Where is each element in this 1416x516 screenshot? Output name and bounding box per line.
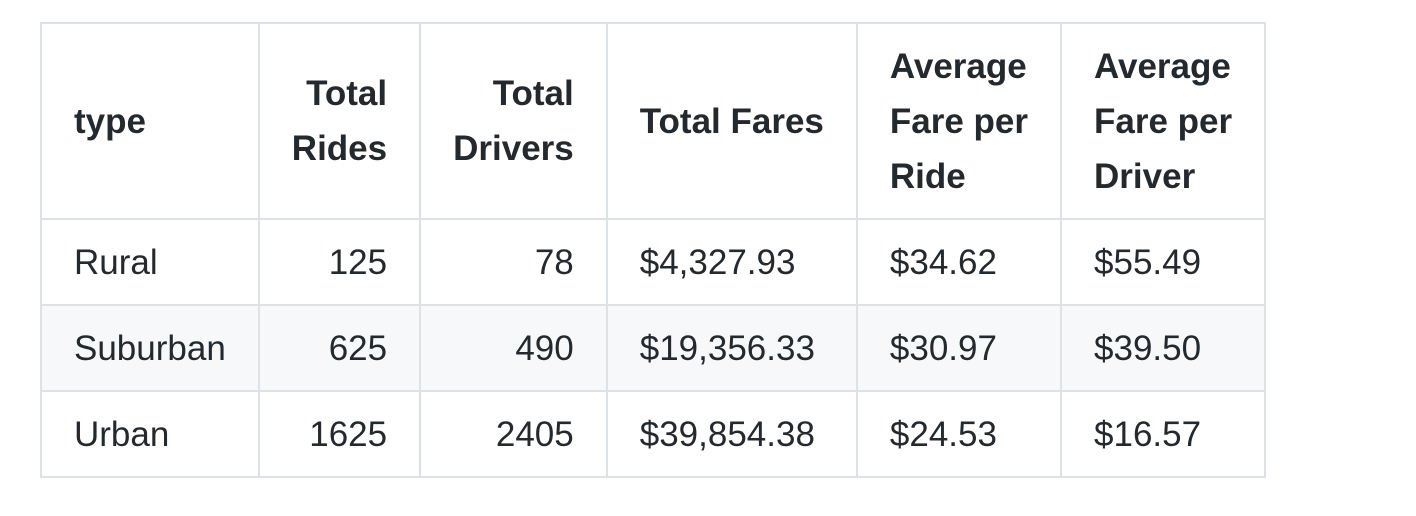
column-header-total-fares: Total Fares	[605, 22, 858, 220]
header-label: Fare per	[889, 101, 1029, 141]
cell-total-rides: 625	[257, 304, 422, 392]
cell-total-drivers: 2405	[419, 390, 608, 478]
summary-table: type Total Rides Total Drivers Total Far…	[40, 22, 1267, 478]
cell-total-fares: $19,356.33	[605, 304, 858, 392]
cell-total-fares: $4,327.93	[605, 218, 858, 306]
header-label: Total	[306, 74, 388, 113]
header-label: Fare per	[1094, 101, 1233, 141]
column-header-average-fare-per-driver: Average Fare per Driver	[1060, 22, 1267, 220]
header-label: Rides	[291, 129, 388, 168]
header-label: Driver	[1094, 156, 1196, 196]
cell-total-rides: 125	[257, 218, 422, 306]
cell-average-fare-per-ride: $30.97	[855, 304, 1063, 392]
header-label: Average	[1094, 46, 1231, 86]
header-label: Drivers	[453, 129, 574, 168]
cell-type: Suburban	[40, 304, 260, 392]
header-label: Total	[492, 74, 574, 113]
cell-average-fare-per-driver: $39.50	[1060, 304, 1267, 392]
cell-type: Rural	[40, 218, 260, 306]
cell-total-fares: $39,854.38	[605, 390, 858, 478]
cell-total-rides: 1625	[257, 390, 422, 478]
header-label: Ride	[889, 156, 966, 196]
cell-type: Urban	[40, 390, 260, 478]
table-row: Urban 1625 2405 $39,854.38 $24.53 $16.57	[40, 390, 1267, 478]
column-header-total-rides: Total Rides	[257, 22, 422, 220]
header-label: type	[74, 101, 146, 141]
header-row: type Total Rides Total Drivers Total Far…	[40, 22, 1267, 220]
cell-average-fare-per-ride: $34.62	[855, 218, 1063, 306]
table-row: Suburban 625 490 $19,356.33 $30.97 $39.5…	[40, 304, 1267, 392]
cell-average-fare-per-driver: $16.57	[1060, 390, 1267, 478]
column-header-total-drivers: Total Drivers	[419, 22, 608, 220]
cell-average-fare-per-ride: $24.53	[855, 390, 1063, 478]
table-header: type Total Rides Total Drivers Total Far…	[40, 22, 1267, 220]
column-header-average-fare-per-ride: Average Fare per Ride	[855, 22, 1063, 220]
table-body: Rural 125 78 $4,327.93 $34.62 $55.49 Sub…	[40, 218, 1267, 478]
header-label: Average	[889, 46, 1027, 86]
cell-average-fare-per-driver: $55.49	[1060, 218, 1267, 306]
cell-total-drivers: 490	[419, 304, 608, 392]
column-header-type: type	[40, 22, 260, 220]
table-row: Rural 125 78 $4,327.93 $34.62 $55.49	[40, 218, 1267, 306]
cell-total-drivers: 78	[419, 218, 608, 306]
header-label: Total Fares	[639, 101, 824, 141]
